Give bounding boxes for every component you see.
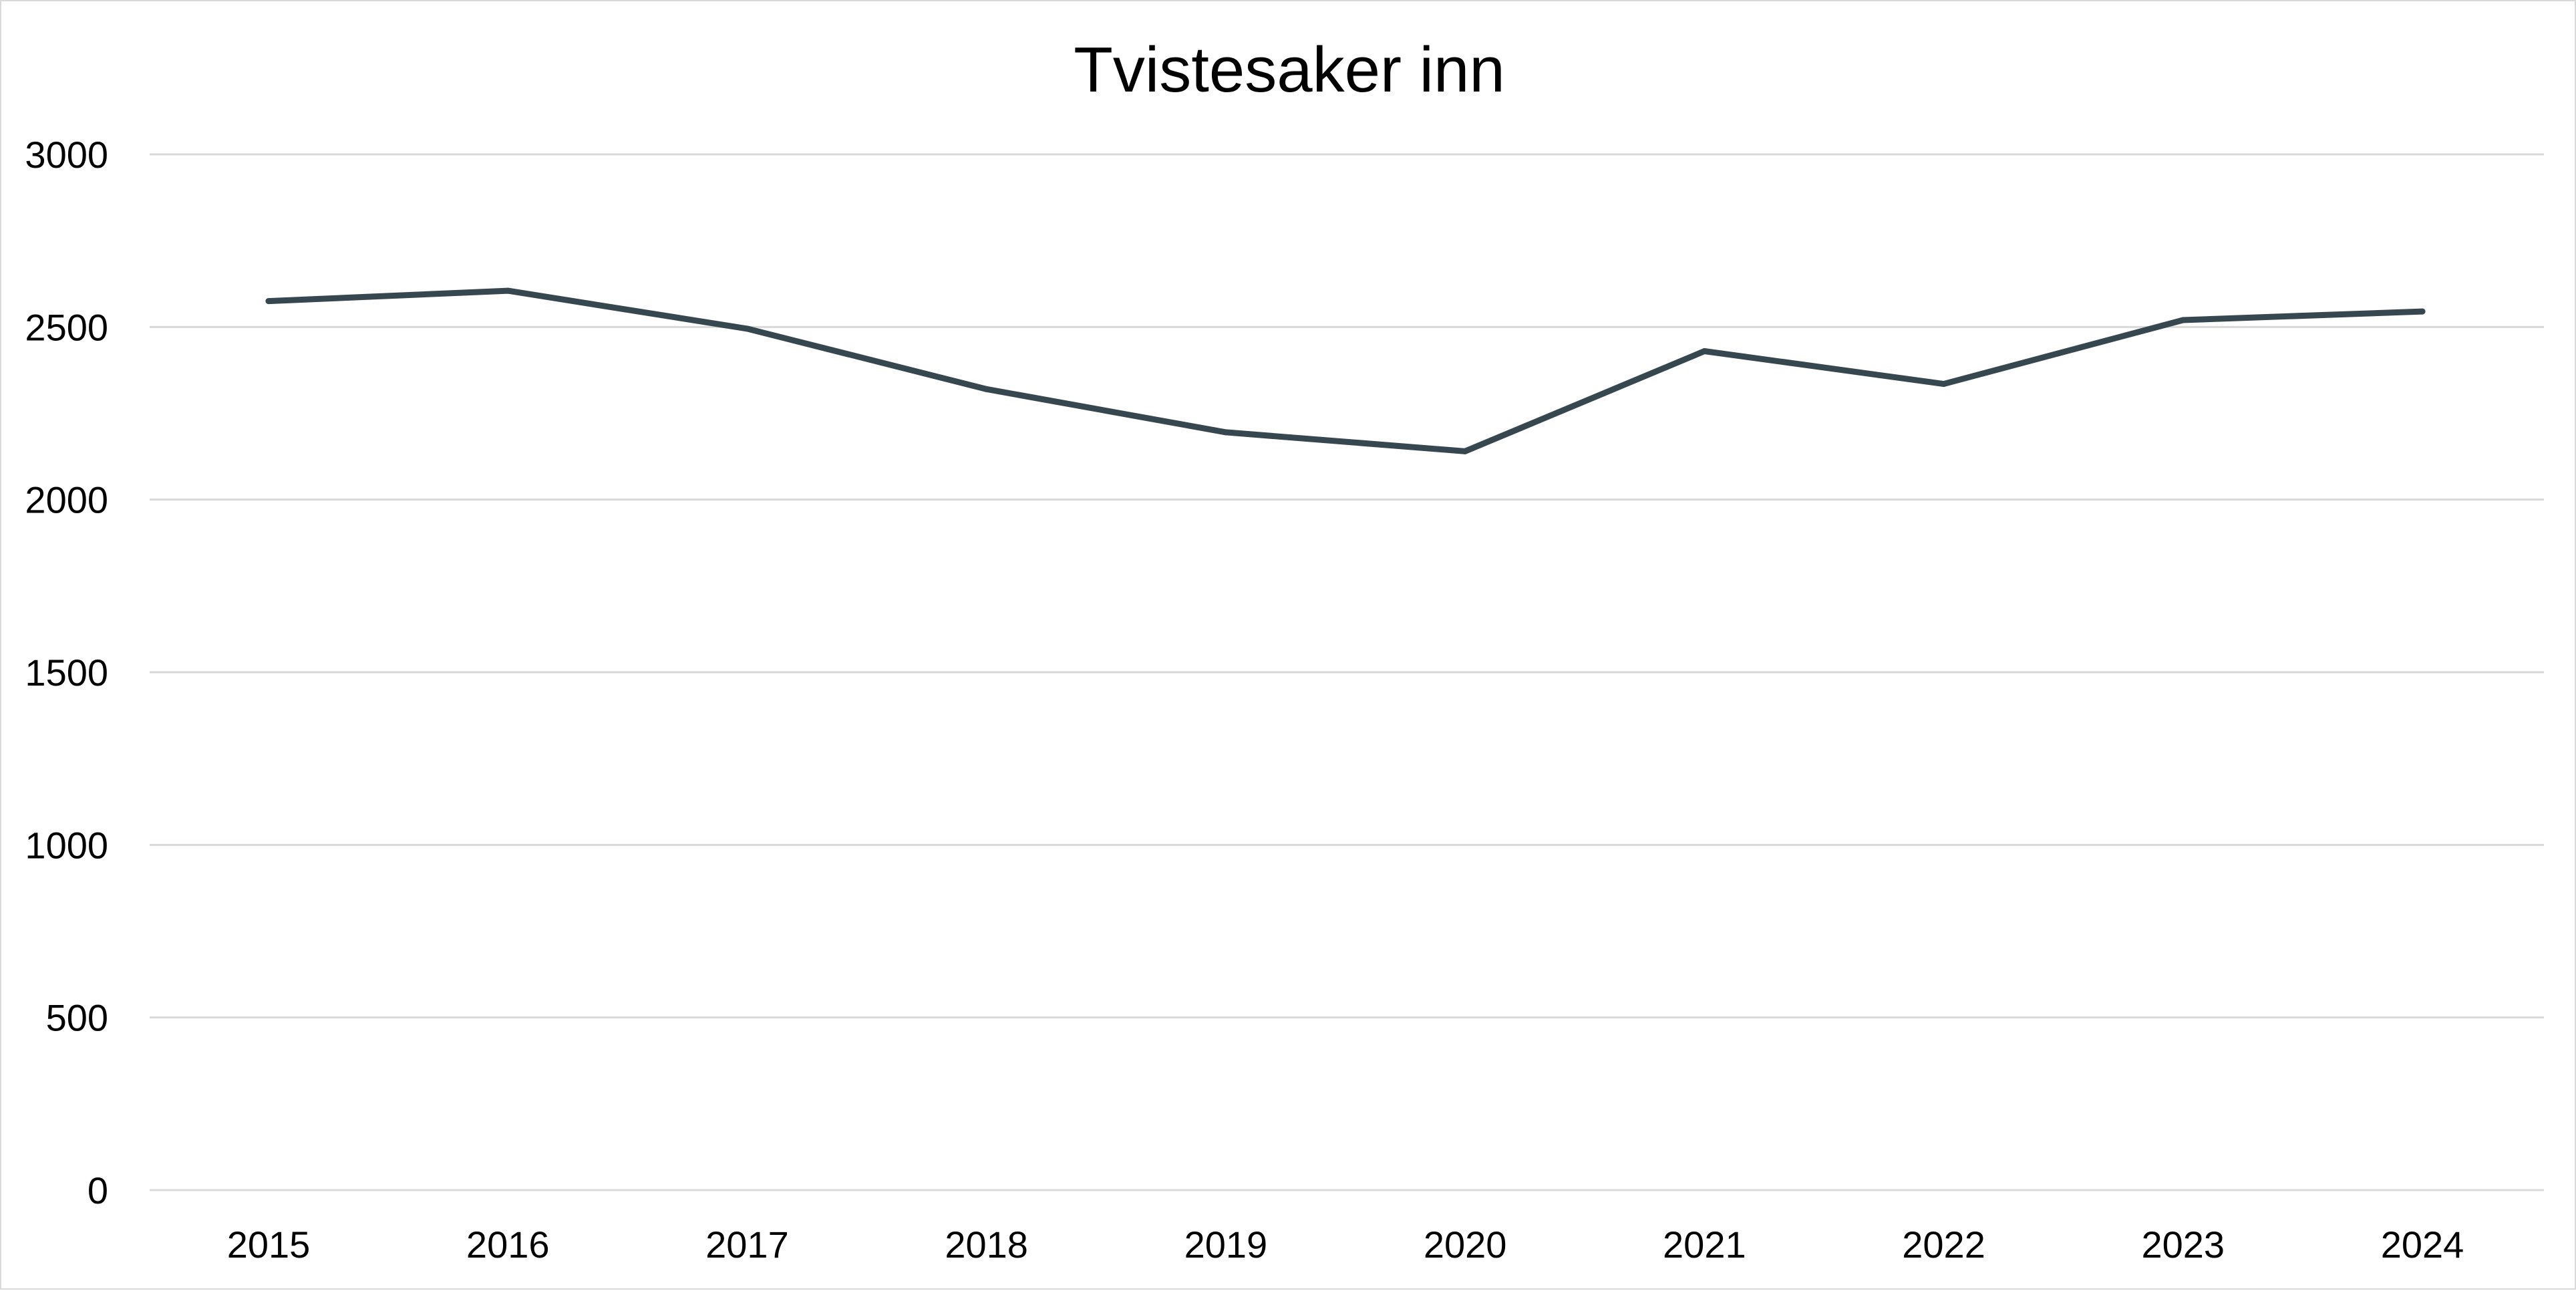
x-tick-label: 2023: [2141, 1224, 2225, 1266]
x-tick-label: 2018: [945, 1224, 1028, 1266]
series-line-0: [265, 287, 2426, 454]
x-tick-label: 2022: [1902, 1224, 1985, 1266]
y-tick-label: 1500: [25, 652, 108, 694]
data-point: [1941, 381, 1947, 388]
series-layer: [265, 287, 2426, 454]
y-tick-label: 1000: [25, 824, 108, 866]
y-tick-label: 0: [88, 1169, 108, 1211]
y-tick-label: 3000: [25, 134, 108, 176]
x-tick-label: 2021: [1663, 1224, 1746, 1266]
x-tick-label: 2015: [227, 1224, 311, 1266]
x-tick-label: 2016: [466, 1224, 550, 1266]
y-tick-label: 500: [46, 997, 108, 1039]
gridlines: [150, 153, 2544, 1191]
y-tick-label: 2000: [25, 479, 108, 521]
x-tick-label: 2017: [705, 1224, 789, 1266]
data-point: [1462, 448, 1468, 454]
x-tick-label: 2019: [1184, 1224, 1268, 1266]
data-point: [2180, 317, 2187, 323]
data-point: [1701, 348, 1708, 354]
x-axis-labels: 2015 2016 2017 2018 2019 2020 2021 2022 2023 2024: [227, 1224, 2464, 1266]
data-point: [744, 325, 750, 332]
data-point: [265, 298, 272, 305]
y-tick-label: 2500: [25, 306, 108, 348]
data-point: [504, 287, 511, 294]
y-axis-labels: 0 500 1000 1500 2000 2500 3000: [25, 134, 108, 1211]
x-tick-label: 2020: [1424, 1224, 1507, 1266]
data-point: [1223, 429, 1229, 436]
data-point: [983, 386, 990, 392]
data-point: [2419, 308, 2426, 315]
chart-title: Tvistesaker inn: [1074, 34, 1505, 106]
x-tick-label: 2024: [2381, 1224, 2464, 1266]
